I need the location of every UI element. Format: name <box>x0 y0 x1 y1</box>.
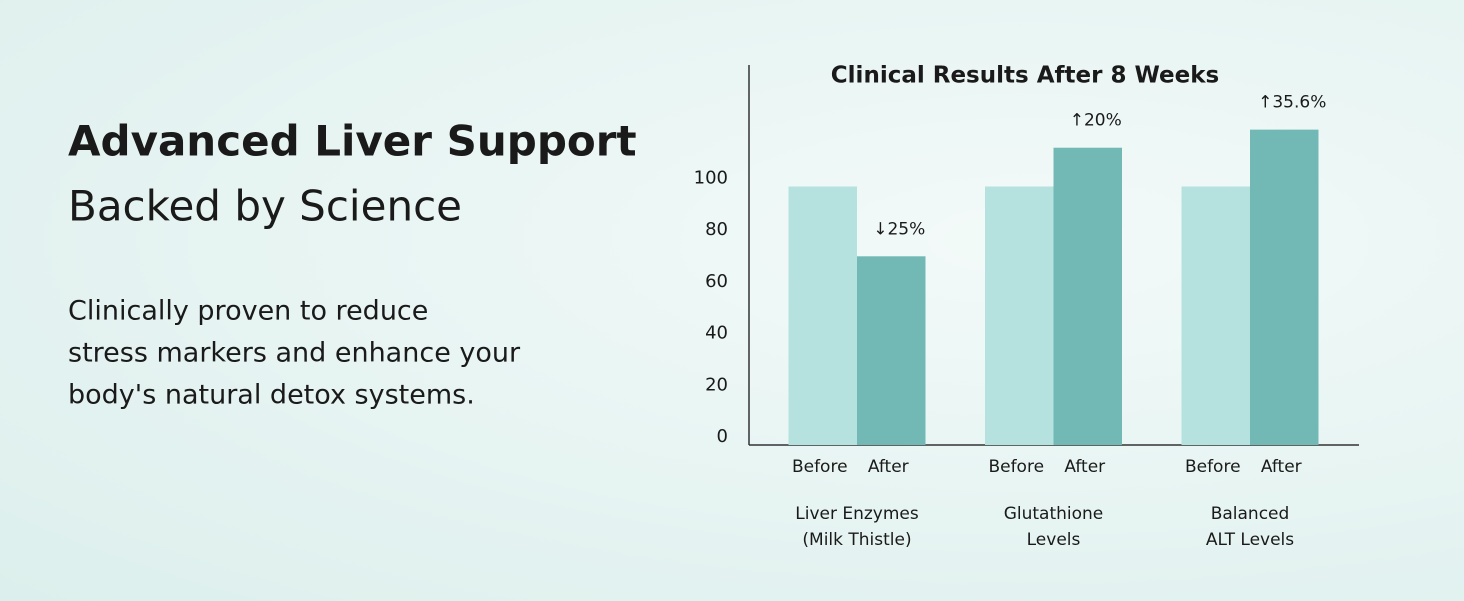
y-tick-label: 60 <box>705 271 728 292</box>
bar <box>1053 147 1122 446</box>
bar <box>1250 129 1319 445</box>
category-label: Glutathione Levels <box>1003 504 1104 550</box>
series-label: Before <box>988 457 1044 477</box>
bar <box>788 186 857 446</box>
change-label: ↑20% <box>1070 111 1122 131</box>
headline: Advanced Liver Support <box>68 117 637 166</box>
body-line: body's natural detox systems. <box>68 380 475 411</box>
change-label: ↑35.6% <box>1258 93 1326 113</box>
series-label: Before <box>792 457 848 477</box>
y-tick-label: 80 <box>705 219 728 240</box>
body-line: Clinically proven to reduce <box>68 296 428 327</box>
category-label: Liver Enzymes (Milk Thistle) <box>795 504 919 550</box>
y-tick-label: 20 <box>705 374 728 395</box>
y-tick-label: 0 <box>717 426 728 447</box>
category-label: Balanced ALT Levels <box>1205 504 1295 550</box>
bar <box>985 186 1054 446</box>
series-label: Before <box>1185 457 1241 477</box>
bar <box>857 256 926 445</box>
y-tick-label: 100 <box>694 167 728 188</box>
body-line: stress markers and enhance your <box>68 338 521 369</box>
series-label: After <box>1064 457 1105 477</box>
bar <box>1181 186 1250 446</box>
y-tick-label: 40 <box>705 323 728 344</box>
chart-title: Clinical Results After 8 Weeks <box>831 63 1219 89</box>
change-label: ↓25% <box>873 219 925 239</box>
series-label: After <box>868 457 909 477</box>
series-label: After <box>1261 457 1302 477</box>
subheadline: Backed by Science <box>68 182 462 231</box>
